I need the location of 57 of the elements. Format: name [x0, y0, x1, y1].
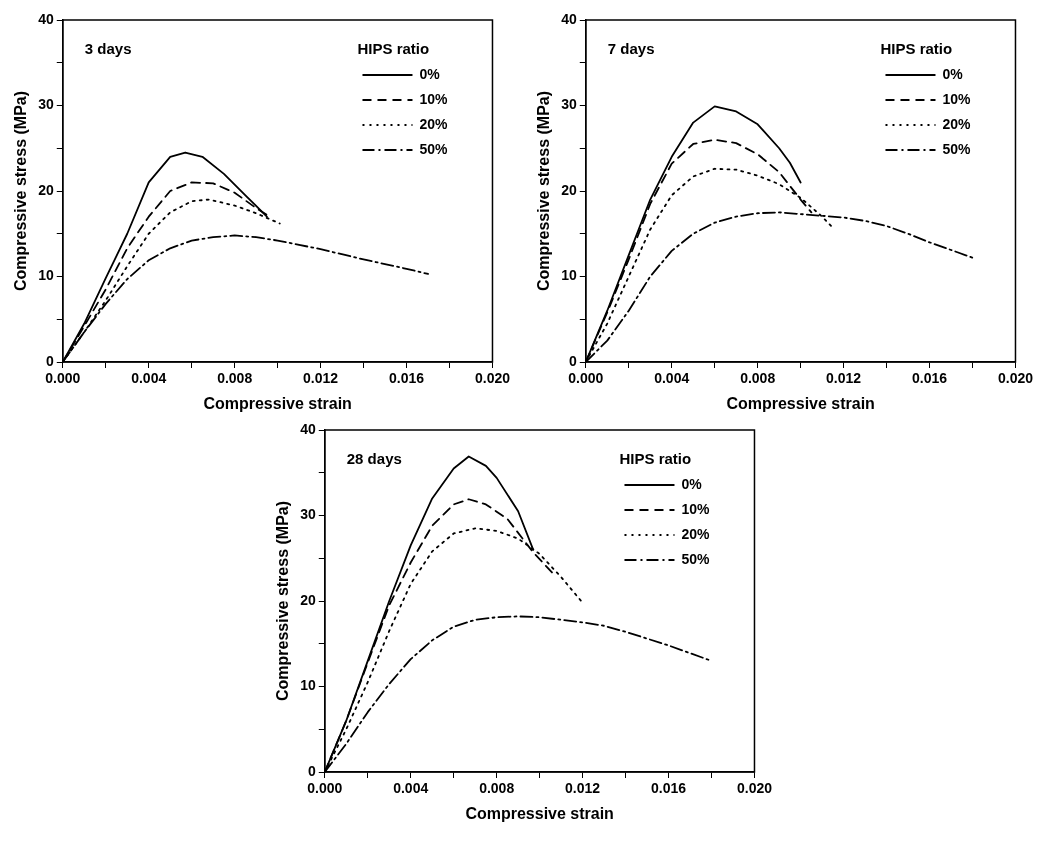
legend-label: 0% — [942, 65, 964, 82]
x-tick-label: 0.004 — [654, 370, 690, 387]
y-tick-label: 20 — [561, 181, 577, 198]
x-tick-label: 0.020 — [474, 370, 511, 387]
y-tick-label: 20 — [299, 591, 316, 608]
x-tick-label: 0.020 — [997, 370, 1034, 387]
y-tick-label: 20 — [38, 181, 54, 198]
x-tick-label: 0.020 — [736, 780, 772, 797]
legend-label: 20% — [942, 115, 972, 132]
annotation: 7 days — [607, 40, 655, 58]
y-tick-label: 10 — [561, 267, 577, 284]
x-tick-label: 0.008 — [740, 370, 776, 387]
y-tick-label: 0 — [45, 352, 54, 369]
y-tick-label: 10 — [38, 267, 54, 284]
x-tick-label: 0.008 — [217, 370, 253, 387]
x-axis-title: Compressive strain — [203, 394, 352, 412]
x-tick-label: 0.016 — [389, 370, 425, 387]
legend-label: 20% — [419, 115, 449, 132]
legend-label: 0% — [419, 65, 441, 82]
legend-title: HIPS ratio — [357, 40, 430, 58]
annotation: 28 days — [346, 450, 402, 468]
y-axis-title: Compressive stress (MPa) — [273, 500, 291, 702]
legend-label: 50% — [419, 140, 449, 157]
x-tick-label: 0.016 — [650, 780, 686, 797]
x-tick-label: 0.004 — [392, 780, 428, 797]
x-tick-label: 0.012 — [564, 780, 600, 797]
x-tick-label: 0.012 — [826, 370, 862, 387]
x-tick-label: 0.008 — [478, 780, 514, 797]
legend-title: HIPS ratio — [880, 40, 953, 58]
x-tick-label: 0.000 — [45, 370, 81, 387]
y-tick-label: 0 — [568, 352, 577, 369]
x-tick-label: 0.000 — [568, 370, 604, 387]
legend-title: HIPS ratio — [618, 450, 691, 468]
y-tick-label: 40 — [38, 10, 54, 27]
x-tick-label: 0.004 — [131, 370, 167, 387]
x-tick-label: 0.000 — [306, 780, 342, 797]
y-axis-title: Compressive stress (MPa) — [535, 90, 553, 292]
x-tick-label: 0.012 — [303, 370, 339, 387]
x-tick-label: 0.016 — [912, 370, 948, 387]
legend-label: 0% — [680, 475, 702, 492]
legend-label: 10% — [419, 90, 449, 107]
legend-label: 50% — [680, 550, 710, 567]
x-axis-title: Compressive strain — [464, 804, 614, 822]
y-tick-label: 40 — [561, 10, 577, 27]
x-axis-title: Compressive strain — [726, 394, 875, 412]
y-tick-label: 10 — [299, 677, 316, 694]
legend-label: 10% — [942, 90, 972, 107]
annotation: 3 days — [84, 40, 132, 58]
y-tick-label: 0 — [307, 762, 316, 779]
y-tick-label: 40 — [299, 420, 316, 437]
y-tick-label: 30 — [38, 96, 54, 113]
y-tick-label: 30 — [299, 506, 316, 523]
y-tick-label: 30 — [561, 96, 577, 113]
legend-label: 10% — [680, 500, 710, 517]
legend-label: 50% — [942, 140, 972, 157]
legend-label: 20% — [680, 525, 710, 542]
y-axis-title: Compressive stress (MPa) — [12, 90, 30, 292]
